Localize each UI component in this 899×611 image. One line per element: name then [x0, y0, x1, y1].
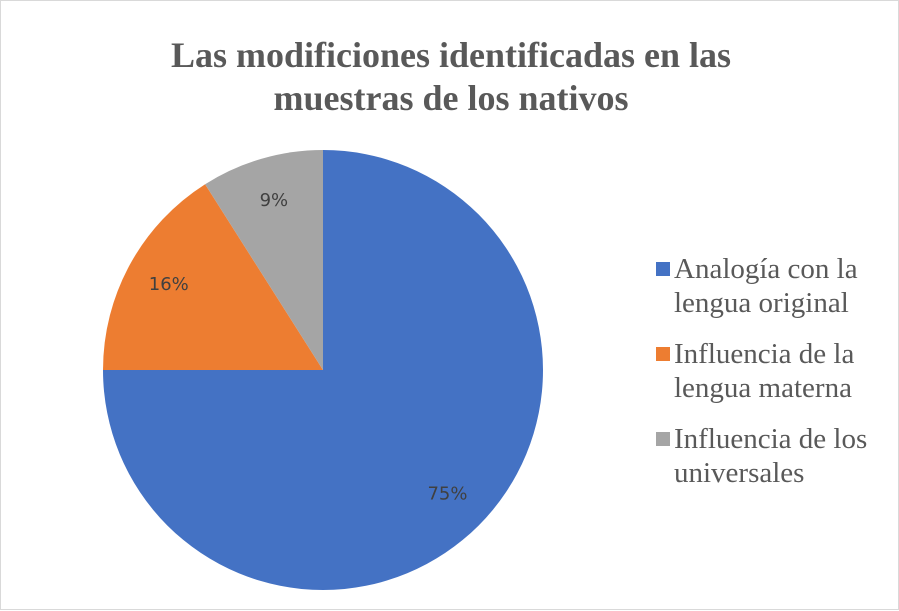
chart-title: Las modificiones identificadas en las mu…: [170, 35, 732, 118]
pie-slice: [103, 184, 323, 370]
data-label: 9%: [260, 190, 289, 211]
legend-label: Analogía con la lengua original: [674, 253, 858, 319]
data-label: 75%: [427, 483, 467, 504]
legend-label: Influencia de los universales: [674, 423, 868, 489]
legend-swatch: [656, 262, 670, 276]
legend-label: Influencia de la lengua materna: [674, 338, 855, 404]
pie-slice: [205, 150, 323, 370]
data-label: 16%: [149, 274, 189, 295]
legend-swatch: [656, 347, 670, 361]
legend-swatch: [656, 432, 670, 446]
